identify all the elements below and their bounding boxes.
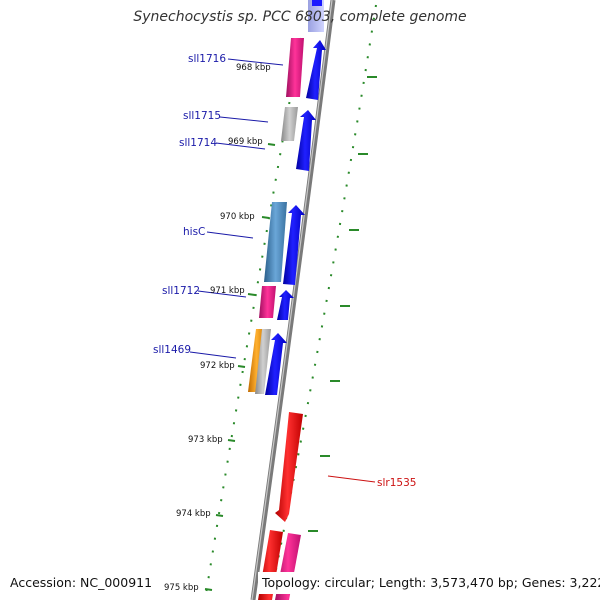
scale-label: 973 kbp: [188, 435, 223, 445]
accession-text: Accession: NC_000911: [10, 575, 153, 590]
feature-bars: [248, 38, 304, 394]
gene-labels-left: sll1716 sll1715 sll1714 hisC sll1712 sll…: [153, 53, 226, 356]
left-leader-lines: [189, 58, 284, 359]
cds-arrow-slr1535: [275, 412, 303, 522]
gene-label-sll1469[interactable]: sll1469: [153, 344, 191, 356]
gene-label-slr1535[interactable]: slr1535: [377, 477, 416, 489]
cds-arrow-sll1714: [296, 110, 316, 171]
scale-label: 975 kbp: [164, 583, 199, 593]
scale-label: 968 kbp: [236, 63, 271, 73]
scale-label: 969 kbp: [228, 137, 263, 147]
feature-steel-hisC: [264, 202, 287, 282]
scale-label: 971 kbp: [210, 286, 245, 296]
gene-label-sll1712[interactable]: sll1712: [162, 285, 200, 297]
gene-label-sll1714[interactable]: sll1714: [179, 137, 217, 149]
top-partial-feature: [308, 0, 324, 32]
scale-label: 970 kbp: [220, 212, 255, 222]
cds-arrow-hisC: [283, 205, 305, 285]
scale-labels: 968 kbp 969 kbp 970 kbp 971 kbp 972 kbp …: [164, 63, 271, 593]
forward-cds-arrows: [265, 40, 326, 395]
cds-arrow-sll1469: [265, 333, 287, 395]
scale-label: 972 kbp: [200, 361, 235, 371]
outer-ticks: [308, 76, 377, 532]
outer-tick-track: [269, 4, 377, 600]
scale-label: 974 kbp: [176, 509, 211, 519]
feature-gray-sll1469: [255, 329, 271, 394]
footer-summary-background: [258, 572, 600, 594]
feature-magenta-sll1716: [286, 38, 304, 97]
gene-label-sll1716[interactable]: sll1716: [188, 53, 226, 65]
cds-arrow-sll1716: [306, 40, 326, 100]
cds-arrow-sll1712: [277, 290, 294, 320]
genome-title: Synechocystis sp. PCC 6803, complete gen…: [133, 9, 467, 25]
feature-gray-sll1715: [281, 107, 298, 141]
feature-magenta-sll1712: [259, 286, 276, 318]
right-leader-line: [327, 475, 376, 483]
gene-label-sll1715[interactable]: sll1715: [183, 110, 221, 122]
top-partial-blue: [312, 0, 322, 6]
genome-backbone: [250, 0, 336, 600]
gene-label-hisC[interactable]: hisC: [183, 226, 205, 238]
genome-summary-text: Topology: circular; Length: 3,573,470 bp…: [262, 575, 600, 590]
genome-backbone-highlight: [251, 0, 333, 600]
